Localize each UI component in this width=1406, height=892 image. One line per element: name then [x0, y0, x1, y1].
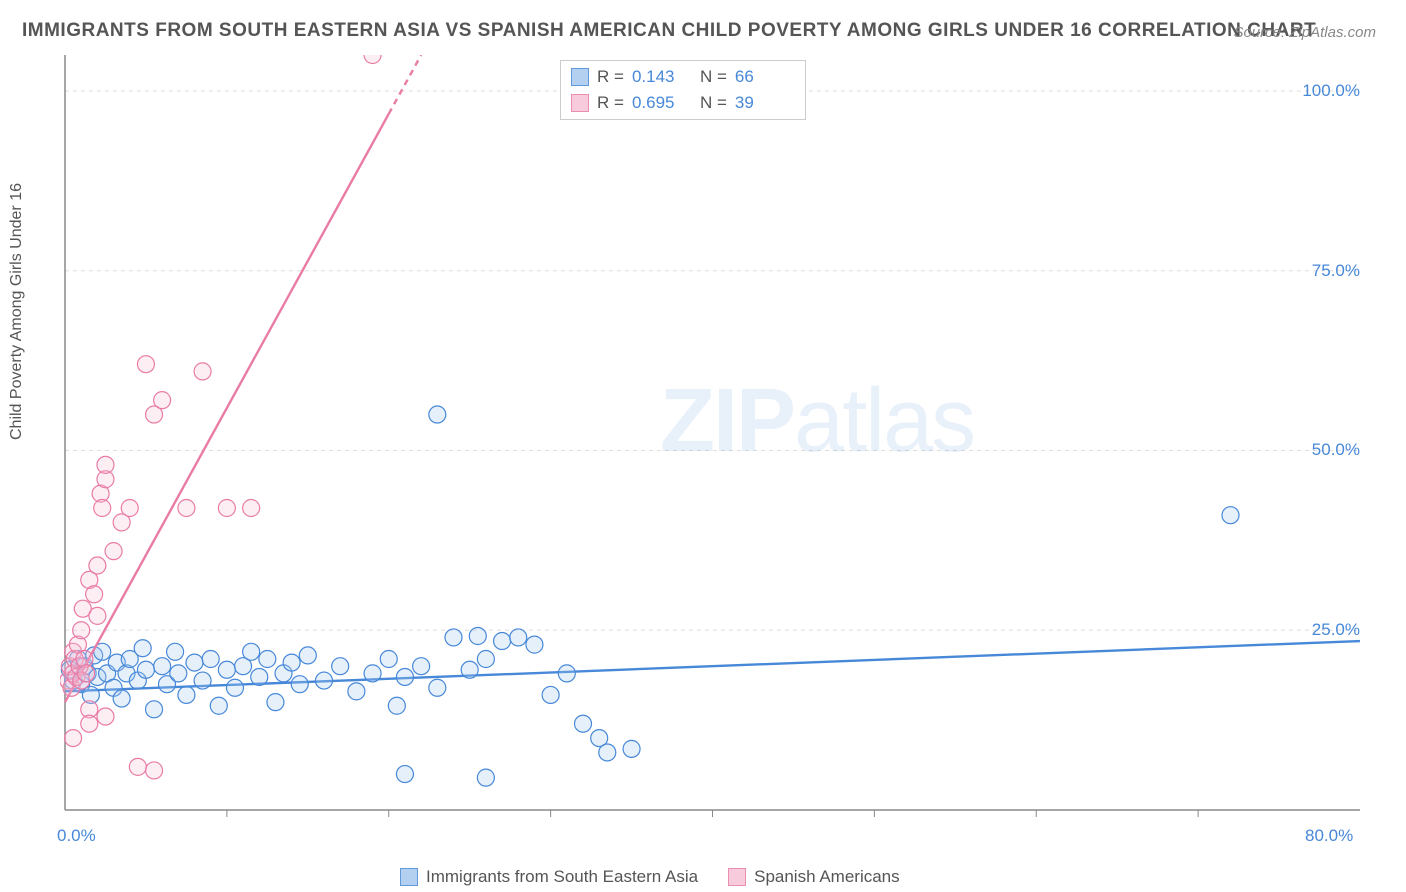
legend-n-label: N =: [700, 67, 727, 87]
watermark-bold: ZIP: [660, 371, 794, 471]
legend-series-label-1: Spanish Americans: [754, 867, 900, 887]
legend-row: R = 0.695 N = 39: [571, 90, 795, 116]
y-axis-label: Child Poverty Among Girls Under 16: [8, 183, 26, 440]
legend-n-value-0: 66: [735, 67, 795, 87]
legend-r-label: R =: [597, 93, 624, 113]
legend-swatch-pink: [571, 94, 589, 112]
legend-swatch-blue: [571, 68, 589, 86]
legend-item: Spanish Americans: [728, 867, 900, 887]
legend-row: R = 0.143 N = 66: [571, 64, 795, 90]
legend-r-value-1: 0.695: [632, 93, 692, 113]
source-label: Source: ZipAtlas.com: [1233, 24, 1376, 41]
legend-series-label-0: Immigrants from South Eastern Asia: [426, 867, 698, 887]
legend-swatch-pink: [728, 868, 746, 886]
legend-correlation: R = 0.143 N = 66 R = 0.695 N = 39: [560, 60, 806, 120]
legend-series: Immigrants from South Eastern Asia Spani…: [400, 867, 900, 887]
x-tick-label: 80.0%: [1305, 826, 1353, 846]
x-tick-label: 0.0%: [57, 826, 96, 846]
y-tick-label: 25.0%: [1312, 620, 1360, 640]
legend-r-label: R =: [597, 67, 624, 87]
y-tick-label: 50.0%: [1312, 440, 1360, 460]
chart-title: IMMIGRANTS FROM SOUTH EASTERN ASIA VS SP…: [22, 20, 1316, 42]
watermark-rest: atlas: [794, 371, 974, 471]
legend-r-value-0: 0.143: [632, 67, 692, 87]
watermark: ZIPatlas: [660, 370, 974, 473]
legend-n-value-1: 39: [735, 93, 795, 113]
y-tick-label: 75.0%: [1312, 261, 1360, 281]
legend-item: Immigrants from South Eastern Asia: [400, 867, 698, 887]
y-tick-label: 100.0%: [1302, 81, 1360, 101]
legend-swatch-blue: [400, 868, 418, 886]
legend-n-label: N =: [700, 93, 727, 113]
